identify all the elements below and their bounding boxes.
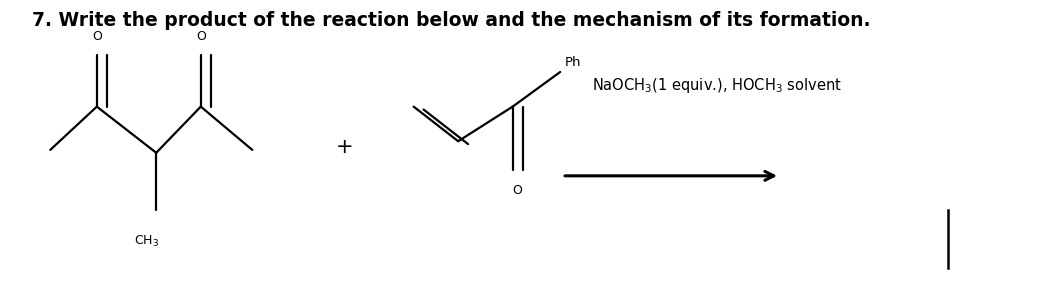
Text: O: O (513, 185, 522, 198)
Text: CH$_3$: CH$_3$ (134, 233, 159, 249)
Text: +: + (335, 137, 353, 157)
Text: O: O (196, 30, 205, 43)
Text: Ph: Ph (565, 56, 582, 69)
Text: 7. Write the product of the reaction below and the mechanism of its formation.: 7. Write the product of the reaction bel… (32, 11, 871, 31)
Text: O: O (92, 30, 102, 43)
Text: NaOCH$_3$(1 equiv.), HOCH$_3$ solvent: NaOCH$_3$(1 equiv.), HOCH$_3$ solvent (592, 76, 842, 95)
